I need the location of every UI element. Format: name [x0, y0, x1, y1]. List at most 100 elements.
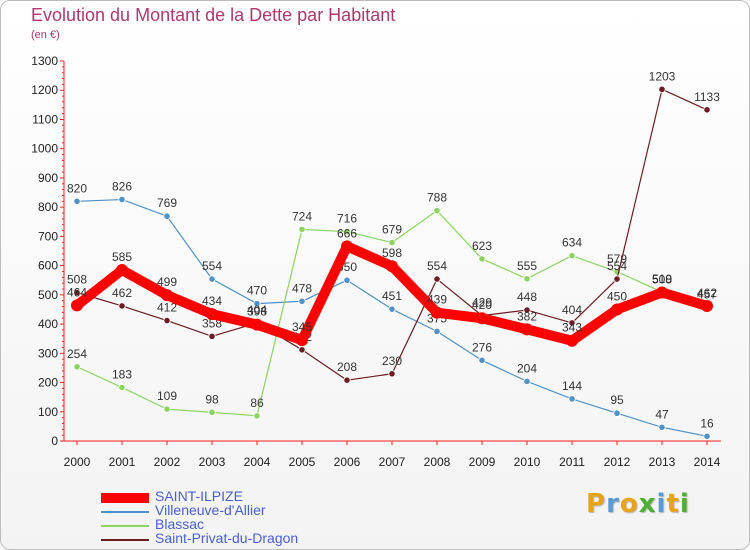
y-tick-label: 1100	[32, 112, 58, 126]
data-label: 769	[157, 196, 177, 210]
data-point	[163, 316, 171, 325]
x-tick-label: 2013	[649, 455, 676, 469]
x-tick-label: 2012	[604, 455, 631, 469]
data-label: 183	[112, 368, 132, 382]
data-point	[476, 312, 488, 325]
y-tick-label: 700	[38, 229, 58, 243]
data-label: 86	[250, 396, 264, 410]
data-label: 464	[67, 285, 87, 299]
legend-swatch	[101, 511, 149, 513]
y-tick-label: 200	[38, 376, 58, 390]
y-tick-label: 0	[51, 434, 58, 448]
data-point	[568, 319, 576, 327]
y-tick-label: 1300	[31, 54, 58, 68]
data-point	[73, 197, 81, 205]
data-point	[298, 346, 306, 354]
data-label: 47	[655, 407, 669, 421]
data-label: 508	[67, 273, 87, 287]
data-point	[343, 376, 351, 384]
data-label: 788	[427, 191, 447, 205]
data-label: 230	[382, 354, 402, 368]
logo-letter: x	[638, 489, 657, 519]
data-point	[118, 383, 126, 392]
data-point	[433, 275, 441, 283]
data-label: 398	[247, 305, 267, 319]
data-point	[253, 412, 261, 420]
chart-title: Evolution du Montant de la Dette par Hab…	[31, 5, 396, 25]
data-label: 462	[697, 286, 717, 300]
data-point	[298, 297, 306, 305]
data-point	[208, 332, 216, 340]
data-label: 554	[427, 259, 447, 273]
data-point	[208, 275, 216, 283]
y-tick-label: 500	[38, 288, 58, 302]
data-label: 276	[472, 340, 492, 354]
data-point	[161, 289, 173, 302]
data-label: 98	[205, 392, 219, 406]
data-point	[433, 207, 441, 215]
data-label: 554	[202, 259, 222, 273]
data-point	[253, 300, 261, 308]
data-point	[388, 305, 396, 313]
data-label: 508	[652, 273, 672, 287]
data-point	[386, 260, 398, 273]
data-point	[431, 306, 443, 319]
data-label: 254	[67, 347, 87, 361]
data-point	[388, 238, 396, 247]
data-point	[658, 423, 666, 431]
data-point	[163, 405, 171, 413]
legend-label: Villeneuve-d'Allier	[155, 502, 266, 518]
data-label: 382	[517, 309, 537, 323]
data-point	[343, 228, 351, 236]
logo-letter: i	[679, 489, 690, 519]
data-label: 1133	[694, 90, 720, 104]
data-point	[523, 306, 531, 314]
data-label: 404	[562, 303, 582, 317]
data-point	[478, 356, 486, 364]
data-point	[208, 408, 216, 416]
data-point	[478, 255, 486, 263]
x-tick-label: 2014	[694, 455, 721, 469]
logo-letter: r	[606, 489, 620, 519]
x-tick-label: 2009	[469, 455, 496, 469]
data-point	[613, 409, 621, 417]
data-point	[703, 432, 711, 440]
data-point	[118, 302, 126, 310]
data-label: 634	[562, 236, 582, 250]
data-label: 434	[202, 294, 222, 308]
y-tick-label: 300	[38, 346, 58, 360]
data-point	[163, 212, 171, 220]
legend-swatch	[101, 539, 149, 541]
legend-label: SAINT-ILPIZE	[155, 488, 243, 504]
y-tick-label: 1000	[31, 142, 58, 156]
x-tick-label: 2010	[514, 455, 541, 469]
logo-letter: P	[586, 489, 607, 519]
data-label: 470	[247, 284, 267, 298]
data-label: 724	[292, 209, 312, 223]
y-tick-label: 800	[38, 200, 58, 214]
data-point	[433, 327, 441, 335]
data-label: 412	[157, 301, 177, 315]
data-point	[521, 323, 533, 336]
data-label: 95	[610, 393, 624, 407]
data-label: 208	[337, 360, 357, 374]
legend-label: Saint-Privat-du-Dragon	[155, 530, 299, 546]
data-label: 448	[517, 290, 537, 304]
y-tick-label: 600	[38, 259, 58, 273]
x-tick-label: 2011	[559, 455, 585, 469]
data-point	[73, 288, 81, 297]
chart-subtitle: (en €)	[31, 29, 60, 41]
data-label: 439	[427, 293, 447, 307]
data-point	[568, 252, 576, 260]
x-tick-label: 2005	[289, 455, 316, 469]
y-tick-label: 100	[38, 405, 58, 419]
data-label: 429	[472, 296, 492, 310]
data-label: 345	[292, 320, 312, 334]
logo-letter: o	[619, 489, 639, 519]
data-point	[73, 363, 81, 371]
data-label: 204	[517, 361, 537, 375]
data-point	[611, 303, 623, 316]
x-tick-label: 2000	[64, 455, 91, 469]
